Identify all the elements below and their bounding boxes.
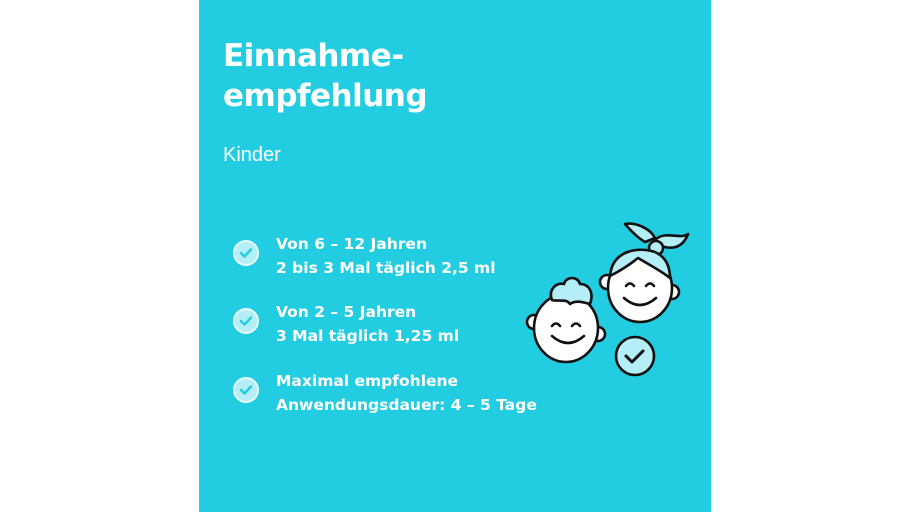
subtitle: Kinder [223, 144, 281, 166]
check-badge-icon [614, 335, 656, 377]
list-item: Maximal empfohlene Anwendungsdauer: 4 – 5… [233, 369, 537, 417]
girl-face-icon [598, 222, 690, 324]
check-circle-icon [233, 240, 259, 266]
item-line-1: Von 6 – 12 Jahren [276, 235, 427, 253]
list-item: Von 6 – 12 Jahren 2 bis 3 Mal täglich 2,5… [233, 232, 496, 280]
item-line-1: Maximal empfohlene [276, 372, 459, 390]
item-line-2: 2 bis 3 Mal täglich 2,5 ml [276, 259, 496, 277]
check-circle-icon [233, 377, 259, 403]
title-line-1: Einnahme- [223, 38, 404, 74]
item-line-2: Anwendungsdauer: 4 – 5 Tage [276, 396, 537, 414]
item-line-1: Von 2 – 5 Jahren [276, 303, 417, 321]
list-item: Von 2 – 5 Jahren 3 Mal täglich 1,25 ml [233, 300, 459, 348]
check-circle-icon [233, 308, 259, 334]
dosage-panel: Einnahme- empfehlung Kinder Von 6 – 12 J… [199, 0, 711, 512]
children-faces-illustration [525, 222, 690, 377]
page-title: Einnahme- empfehlung [223, 36, 428, 116]
title-line-2: empfehlung [223, 78, 428, 114]
item-line-2: 3 Mal täglich 1,25 ml [276, 327, 460, 345]
boy-face-icon [525, 276, 607, 364]
